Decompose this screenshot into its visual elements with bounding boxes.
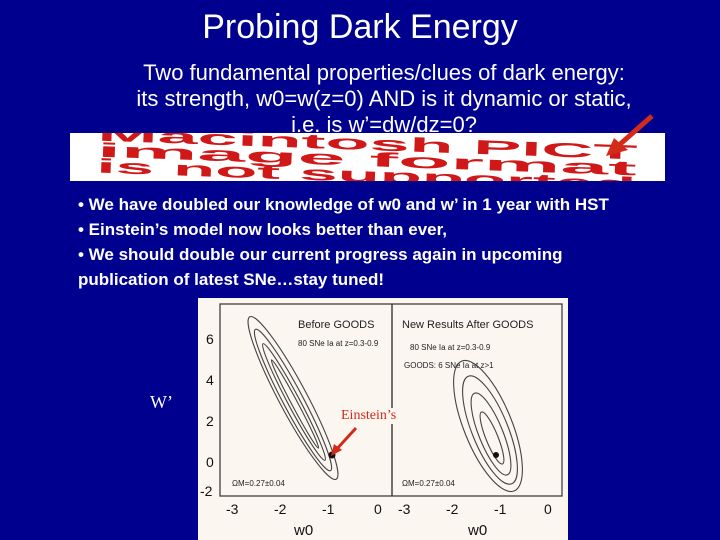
x-tick-left: 0 [374,501,382,517]
right-panel-frame [391,303,563,497]
y-tick: 6 [206,331,214,347]
intro-line-1: Two fundamental properties/clues of dark… [143,60,625,85]
x-tick-right: -1 [494,501,507,517]
omega-left: ΩM=0.27±0.04 [232,479,285,488]
y-tick: 4 [206,372,214,388]
right-panel-title: New Results After GOODS [402,319,533,331]
bullet-list: • We have doubled our knowledge of w0 an… [78,192,708,292]
x-label-left: w0 [293,522,313,539]
x-tick-left: -3 [226,501,239,517]
right-panel-sub-2: GOODS: 6 SNe Ia at z>1 [404,361,494,370]
right-panel-sub-1: 80 SNe Ia at z=0.3-0.9 [410,343,491,352]
pict-placeholder: Macintosh PICT image format is not suppo… [70,133,665,181]
bullet-item: • We have doubled our knowledge of w0 an… [78,195,609,214]
x-tick-left: -1 [322,501,335,517]
x-tick-right: 0 [544,501,552,517]
x-label-right: w0 [467,522,487,539]
einstein-label: Einstein’s [338,408,400,424]
left-panel-title: Before GOODS [298,319,374,331]
y-tick: -2 [200,483,213,499]
bullet-item: • Einstein’s model now looks better than… [78,220,448,239]
red-arrow-icon [606,114,654,156]
einstein-pointer [333,426,358,453]
left-contours [247,315,339,481]
intro-line-3: i.e. is w’=dw/dz=0? [291,112,477,137]
x-tick-left: -2 [274,501,287,517]
left-panel-sub: 80 SNe Ia at z=0.3-0.9 [298,339,379,348]
x-tick-right: -2 [446,501,459,517]
einstein-point-right [493,452,499,458]
intro-text: Two fundamental properties/clues of dark… [104,60,664,138]
bullet-item: • We should double our current progress … [78,245,563,264]
y-tick: 0 [206,454,214,470]
w-prime-label: W’ [150,392,173,412]
intro-line-2: its strength, w0=w(z=0) AND is it dynami… [136,86,632,111]
slide-title: Probing Dark Energy [202,8,518,46]
x-tick-right: -3 [398,501,411,517]
bullet-item: publication of latest SNe…stay tuned! [78,270,385,289]
right-contours [453,359,523,493]
y-tick: 2 [206,413,214,429]
omega-right: ΩM=0.27±0.04 [402,479,455,488]
